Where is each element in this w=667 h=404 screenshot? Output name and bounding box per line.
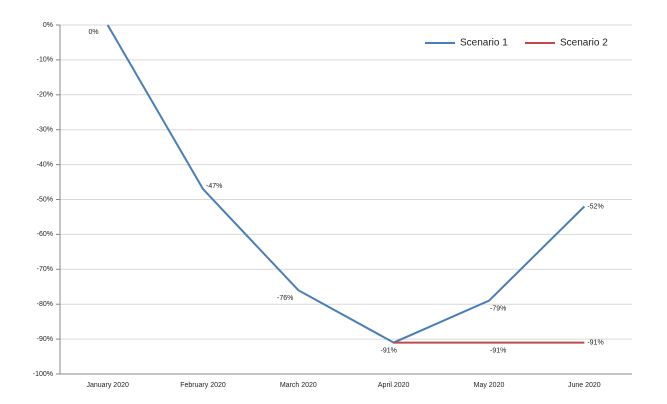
y-tick-label: 0% — [43, 22, 53, 29]
data-label: -52% — [587, 203, 603, 210]
x-tick-label: March 2020 — [280, 382, 317, 389]
x-tick-label: May 2020 — [474, 382, 505, 389]
x-tick-label: January 2020 — [86, 382, 129, 389]
y-tick-label: -90% — [37, 336, 53, 343]
data-label: -91% — [490, 347, 506, 354]
y-tick-label: -80% — [37, 301, 53, 308]
x-tick-label: June 2020 — [568, 382, 601, 389]
legend-text: Scenario 1 — [460, 38, 508, 49]
x-tick-label: February 2020 — [180, 382, 226, 389]
y-tick-label: -50% — [37, 196, 53, 203]
data-label: -91% — [587, 339, 603, 346]
y-tick-label: -10% — [37, 57, 53, 64]
series-line — [106, 24, 586, 344]
x-tick-label: April 2020 — [378, 382, 410, 389]
y-tick-label: -30% — [37, 127, 53, 134]
data-label: -47% — [206, 183, 222, 190]
data-label: -91% — [380, 347, 396, 354]
data-label: 0% — [89, 29, 99, 36]
y-tick-label: -100% — [33, 371, 53, 378]
y-tick-label: -70% — [37, 266, 53, 273]
y-tick-label: -20% — [37, 92, 53, 99]
y-tick-label: -40% — [37, 161, 53, 168]
y-tick-label: -60% — [37, 231, 53, 238]
legend-text: Scenario 2 — [560, 38, 608, 49]
data-label: -79% — [490, 306, 506, 313]
data-label: -76% — [277, 295, 293, 302]
